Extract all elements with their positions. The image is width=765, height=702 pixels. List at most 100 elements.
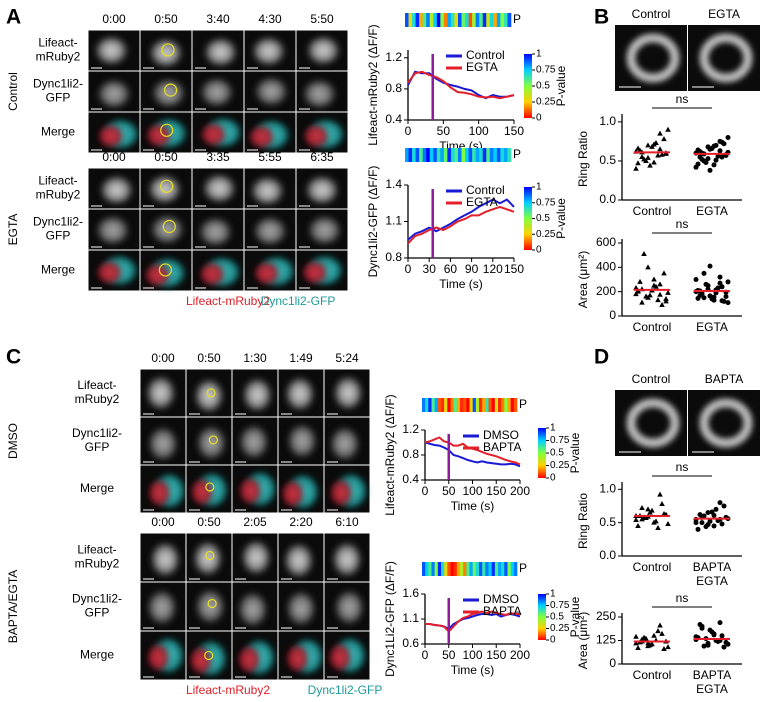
cell-signal-red	[247, 124, 275, 150]
y-tick-label: 1.4	[385, 177, 402, 191]
ring-signal	[699, 398, 753, 448]
pvalue-cell	[513, 562, 518, 576]
roi-marker	[160, 179, 174, 193]
time-label: 0:00	[151, 351, 175, 365]
micrograph	[295, 167, 349, 210]
pvalue-cell	[479, 148, 484, 162]
x-tick-label: 50	[442, 484, 456, 498]
image-label: BAPTA	[705, 372, 743, 386]
data-point	[711, 632, 717, 638]
pvalue-cell	[491, 398, 496, 412]
micrograph	[231, 464, 279, 514]
micrograph	[87, 29, 141, 72]
pvalue-cell	[493, 148, 498, 162]
x-tick-label: 50	[437, 124, 451, 138]
y-axis-label: Ring Ratio	[576, 493, 590, 549]
time-label: 0:50	[197, 351, 221, 365]
x-tick-label: 60	[444, 262, 458, 276]
colorbar-tick-label: 0	[550, 473, 556, 484]
pvalue-cell	[443, 148, 448, 162]
cell-signal	[147, 36, 185, 70]
cell-signal	[251, 214, 289, 248]
pvalue-cell	[447, 398, 451, 412]
data-point	[659, 302, 665, 308]
micrograph	[191, 70, 245, 113]
row-label: Dync1li2-	[72, 592, 122, 606]
row-label: Lifeact-	[38, 174, 77, 188]
y-tick-label: 0.6	[402, 636, 419, 650]
x-tick-label: 100	[462, 484, 482, 498]
pvalue-cell	[494, 398, 499, 412]
pvalue-cell	[461, 13, 466, 27]
x-tick-label: 150	[486, 648, 506, 662]
pvalue-cell	[436, 13, 441, 27]
pvalue-cell	[479, 13, 484, 27]
pvalue-cell	[472, 13, 476, 27]
x-axis-label: Time (s)	[451, 663, 495, 677]
pvalue-cell	[443, 13, 448, 27]
data-point	[705, 522, 711, 528]
colorbar-label: P-value	[568, 596, 582, 637]
data-point	[723, 294, 729, 300]
data-point	[657, 281, 663, 287]
pvalue-cell	[460, 398, 464, 412]
cell-signal	[197, 75, 236, 109]
x-axis-label: Time (s)	[451, 499, 495, 513]
pvalue-cell	[429, 13, 434, 27]
pvalue-cell	[454, 13, 459, 27]
cell-signal-red	[237, 644, 261, 675]
y-tick-label: 0.8	[385, 250, 402, 264]
caption-red: Lifeact-mRuby2	[186, 294, 270, 308]
micrograph	[185, 532, 233, 583]
series-line	[407, 70, 515, 100]
ring-signal	[699, 33, 753, 83]
micrograph	[277, 581, 325, 632]
pvalue-cell	[428, 562, 432, 576]
pvalue-cell	[444, 398, 448, 412]
pvalue-cell	[482, 13, 487, 27]
panel-letter: D	[594, 346, 609, 369]
caption-red: Lifeact-mRuby2	[186, 683, 270, 697]
pvalue-cell	[415, 13, 420, 27]
image-label: Control	[632, 372, 671, 386]
pvalue-cell	[415, 148, 420, 162]
micrograph	[139, 416, 187, 466]
colorbar-tick-label: 0.5	[550, 448, 564, 459]
data-point	[651, 276, 657, 282]
pvalue-cell	[498, 562, 502, 576]
significance-label: ns	[676, 460, 689, 474]
y-tick-label: 0.4	[402, 472, 419, 486]
micrograph	[243, 29, 297, 72]
data-point	[655, 628, 661, 634]
series-line	[407, 70, 515, 100]
cell-signal-red	[238, 476, 263, 506]
panel-letter: C	[6, 346, 21, 369]
roi-marker	[205, 550, 215, 561]
micrograph	[139, 630, 187, 681]
pvalue-cell	[463, 562, 467, 576]
cell-signal	[146, 424, 180, 464]
micrograph	[139, 70, 193, 113]
pvalue-cell	[450, 13, 455, 27]
pvalue-cell	[447, 13, 452, 27]
pvalue-cell	[496, 13, 501, 27]
y-tick-label: 0	[609, 656, 616, 670]
cell-signal-red	[329, 478, 353, 508]
row-label: Lifeact-	[77, 543, 116, 557]
data-point	[661, 136, 667, 142]
time-label: 2:05	[243, 515, 267, 529]
pvalue-cell	[482, 148, 487, 162]
x-tick-label: 0	[422, 484, 429, 498]
pvalue-cell	[460, 562, 464, 576]
legend-label: Control	[466, 183, 505, 197]
y-tick-label: 125	[596, 633, 616, 647]
cell-signal	[145, 172, 184, 206]
pvalue-cell	[510, 562, 515, 576]
pvalue-cell	[489, 148, 494, 162]
pvalue-cell	[456, 562, 461, 576]
data-point	[695, 526, 701, 532]
micrograph	[139, 167, 193, 210]
data-point	[697, 154, 703, 160]
time-label: 3:40	[206, 12, 230, 26]
time-label: 0:50	[154, 150, 178, 164]
